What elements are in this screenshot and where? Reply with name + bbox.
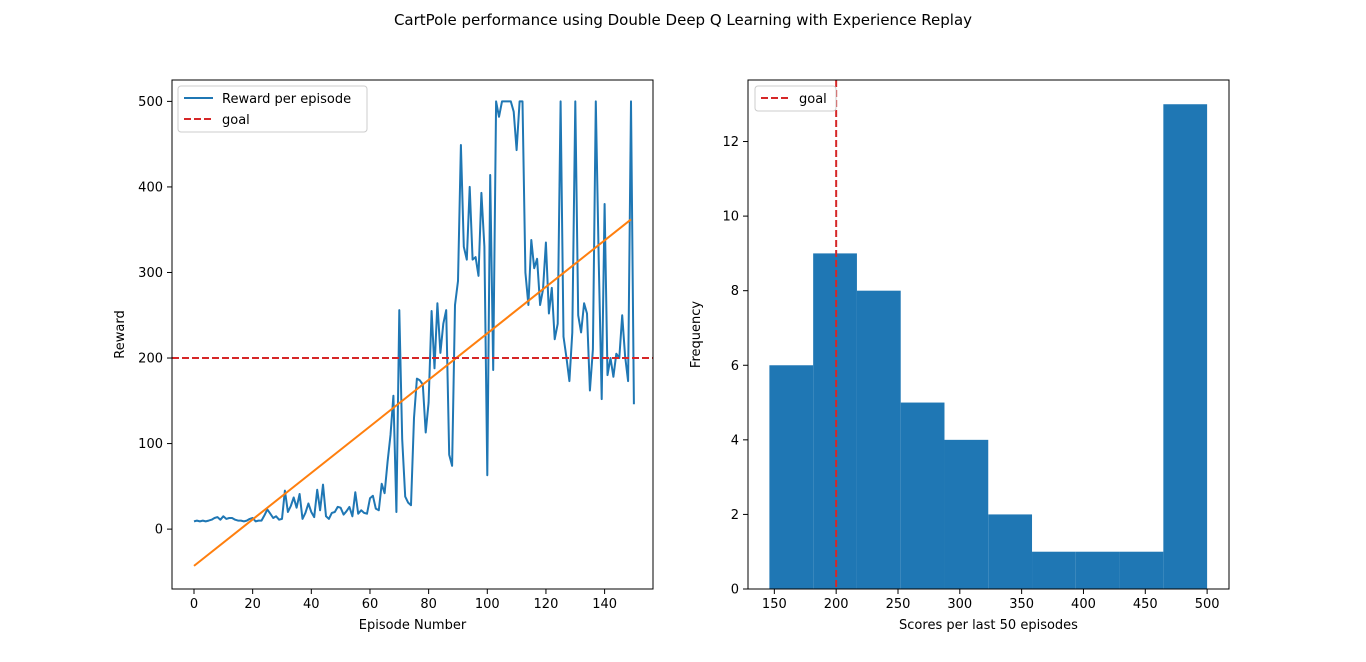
histogram-bar	[1032, 551, 1076, 589]
reward-line-chart: 0 20 40 60 80 100 120 140 0 100 200 300 400 500 Episod…	[113, 79, 654, 633]
histogram-bar	[856, 290, 901, 589]
histogram-x-tick-label: 350	[1009, 597, 1034, 612]
legend-box	[754, 85, 837, 112]
histogram-bar	[1075, 551, 1120, 589]
histogram-x-tick-label: 250	[886, 597, 911, 612]
histogram-x-tick-label: 500	[1195, 597, 1220, 612]
histogram-bar	[1163, 104, 1208, 589]
histogram-bar	[900, 402, 945, 589]
trend-line	[193, 218, 632, 567]
histogram-y-tick-label: 6	[731, 359, 739, 374]
reward-chart-y-tick-label: 200	[138, 352, 163, 367]
histogram-bar	[944, 439, 989, 589]
histogram-x-tick-label: 150	[762, 597, 787, 612]
reward-chart-y-tick-label: 500	[138, 95, 163, 110]
reward-chart-y-axis-label: Reward	[113, 310, 128, 358]
histogram-bar	[813, 253, 857, 589]
score-histogram: 150 200 250 300 350 400 450 500 0 2 4 6 8 10 12 Scores …	[689, 79, 1230, 633]
reward-chart-x-tick-label: 140	[592, 597, 617, 612]
reward-chart-x-tick-label: 0	[190, 597, 198, 612]
reward-chart-x-tick-label: 100	[475, 597, 500, 612]
histogram-x-tick-label: 450	[1133, 597, 1158, 612]
reward-chart-y-tick-label: 0	[155, 523, 163, 538]
reward-chart-y-tick-label: 400	[138, 180, 163, 195]
histogram-x-tick-label: 400	[1071, 597, 1096, 612]
histogram-bar	[1119, 551, 1164, 589]
histogram-bar	[988, 514, 1033, 589]
reward-series-line	[193, 100, 635, 523]
histogram-y-tick-label: 10	[722, 210, 739, 225]
reward-chart-x-tick-label: 60	[362, 597, 379, 612]
figure-title: CartPole performance using Double Deep Q…	[394, 11, 972, 29]
histogram-y-tick-label: 2	[731, 508, 739, 523]
histogram-y-tick-label: 0	[731, 583, 739, 598]
histogram-axes-frame	[747, 79, 1230, 590]
reward-chart-x-axis-label: Episode Number	[359, 618, 467, 633]
histogram-y-tick-label: 8	[731, 284, 739, 299]
reward-chart-x-tick-label: 40	[303, 597, 320, 612]
histogram-y-tick-label: 4	[731, 433, 739, 448]
reward-chart-legend: Reward per episode goal	[177, 85, 368, 133]
histogram-bar	[769, 365, 814, 589]
legend-label-reward: Reward per episode	[222, 92, 351, 107]
reward-chart-x-tick-label: 20	[244, 597, 261, 612]
reward-chart-y-tick-label: 300	[138, 266, 163, 281]
histogram-y-axis-label: Frequency	[689, 301, 704, 368]
reward-chart-x-tick-label: 120	[534, 597, 559, 612]
histogram-legend: goal	[754, 85, 837, 112]
histogram-y-tick-label: 12	[722, 135, 739, 150]
legend-box	[177, 85, 368, 133]
histogram-x-tick-label: 200	[824, 597, 849, 612]
histogram-x-axis-label: Scores per last 50 episodes	[899, 618, 1078, 633]
reward-chart-axes-frame	[171, 79, 654, 590]
legend-label-goal: goal	[799, 92, 827, 107]
reward-chart-y-tick-label: 100	[138, 437, 163, 452]
legend-label-goal: goal	[222, 113, 250, 128]
histogram-x-tick-label: 300	[947, 597, 972, 612]
reward-chart-x-tick-label: 80	[420, 597, 437, 612]
